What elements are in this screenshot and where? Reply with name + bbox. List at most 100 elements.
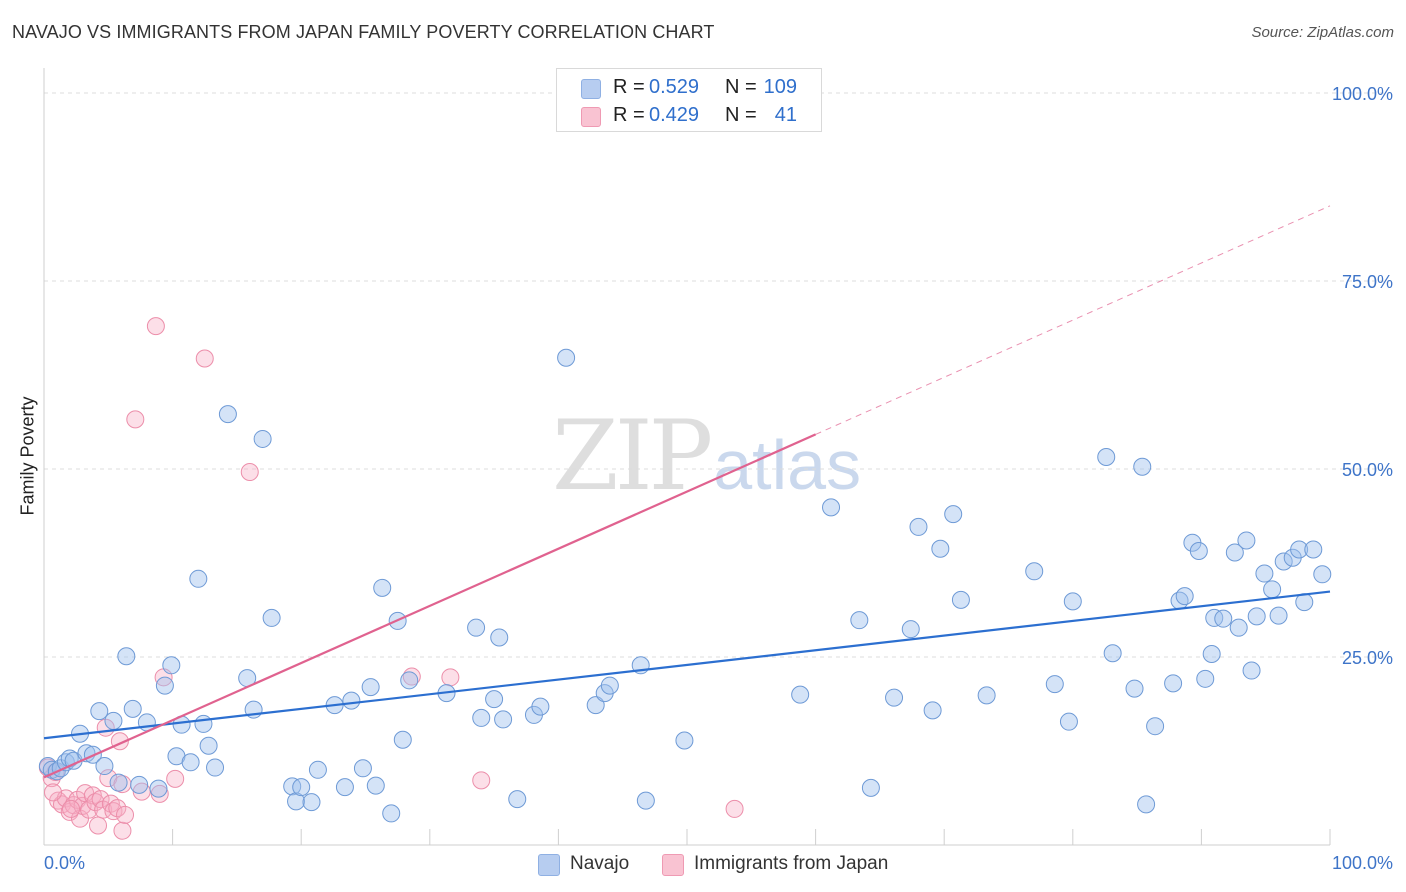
navajo-point	[1202, 645, 1221, 664]
navajo-point	[977, 686, 996, 705]
axis-layer	[43, 68, 1331, 846]
navajo-point	[155, 676, 174, 695]
legend-label: Navajo	[570, 853, 630, 874]
navajo-point	[1242, 661, 1261, 680]
japan-point	[725, 799, 744, 818]
japan-points	[38, 317, 744, 840]
n-label: N =	[725, 104, 757, 126]
navajo-point	[283, 777, 302, 796]
navajo-point	[400, 671, 419, 690]
navajo-point	[130, 775, 149, 794]
navajo-point	[149, 779, 168, 798]
navajo-point	[1304, 540, 1323, 559]
navajo-point	[1125, 679, 1144, 698]
navajo-point	[1059, 712, 1078, 731]
navajo-point	[1255, 564, 1274, 583]
navajo-point	[901, 620, 920, 639]
navajo-point	[253, 429, 272, 448]
japan-point	[146, 317, 165, 336]
navajo-point	[586, 696, 605, 715]
navajo-point	[393, 730, 412, 749]
japan-swatch	[581, 107, 601, 127]
watermark: ZIPatlas	[552, 400, 861, 512]
japan-point	[89, 816, 108, 835]
japan-point	[240, 463, 259, 482]
tick-labels: 25.0% 50.0% 75.0% 100.0% 0.0% 100.0%	[44, 84, 1393, 873]
navajo-point	[1229, 618, 1248, 637]
japan-point	[472, 771, 491, 790]
grid-layer	[44, 92, 1390, 658]
navajo-point	[194, 714, 213, 733]
navajo-point	[1225, 543, 1244, 562]
r-label: R =	[613, 104, 645, 126]
n-value: 109	[763, 76, 797, 98]
navajo-point	[1313, 565, 1332, 584]
n-label: N =	[725, 76, 757, 98]
japan-point	[166, 769, 185, 788]
navajo-point	[123, 699, 142, 718]
navajo-point	[162, 656, 181, 675]
navajo-point	[1103, 644, 1122, 663]
japan-trend-line	[43, 433, 817, 779]
japan-point	[62, 799, 81, 818]
japan-point	[86, 793, 105, 812]
navajo-point	[1189, 541, 1208, 560]
y-tick-label: 100.0%	[1332, 84, 1393, 104]
japan-swatch	[662, 854, 684, 876]
correlation-legend: R = 0.529 N = 109 R = 0.429 N = 41	[556, 68, 822, 132]
navajo-point	[95, 757, 114, 776]
navajo-point	[1237, 531, 1256, 550]
navajo-point	[467, 618, 486, 637]
navajo-point	[636, 791, 655, 810]
navajo-point	[104, 711, 123, 730]
r-label: R =	[613, 76, 645, 98]
navajo-point	[1164, 674, 1183, 693]
navajo-swatch	[581, 79, 601, 99]
navajo-point	[931, 539, 950, 558]
r-value: 0.429	[649, 104, 700, 126]
navajo-point	[885, 688, 904, 707]
navajo-point	[1274, 552, 1293, 571]
navajo-point	[923, 701, 942, 720]
japan-point	[91, 790, 110, 809]
japan-trend-extension	[815, 205, 1331, 435]
navajo-point	[308, 760, 327, 779]
navajo-point	[1214, 609, 1233, 628]
navajo-point	[531, 697, 550, 716]
navajo-point	[1269, 606, 1288, 625]
navajo-point	[1097, 447, 1116, 466]
japan-point	[441, 668, 460, 687]
navajo-point	[373, 578, 392, 597]
navajo-point	[485, 690, 504, 709]
navajo-point	[1196, 669, 1215, 688]
japan-point	[44, 783, 63, 802]
navajo-point	[944, 505, 963, 524]
navajo-point	[1133, 457, 1152, 476]
japan-point	[101, 794, 120, 813]
navajo-point	[508, 790, 527, 809]
navajo-point	[1263, 580, 1282, 599]
navajo-point	[1025, 562, 1044, 581]
x-tick-label: 0.0%	[44, 853, 85, 873]
legend-row-japan: R = 0.429 N = 41	[557, 103, 821, 129]
legend-label: Immigrants from Japan	[694, 853, 889, 874]
navajo-point	[292, 778, 311, 797]
n-value: 41	[774, 104, 797, 126]
japan-point	[126, 410, 145, 429]
navajo-point	[206, 758, 225, 777]
navajo-points	[38, 348, 1332, 823]
navajo-point	[353, 759, 372, 778]
navajo-point	[1175, 587, 1194, 606]
navajo-point	[218, 405, 237, 424]
navajo-point	[90, 702, 109, 721]
navajo-point	[366, 776, 385, 795]
japan-point	[108, 799, 127, 818]
navajo-point	[791, 685, 810, 704]
navajo-point	[342, 691, 361, 710]
navajo-point	[600, 676, 619, 695]
y-tick-label: 75.0%	[1342, 272, 1393, 292]
navajo-point	[199, 736, 218, 755]
navajo-point	[287, 792, 306, 811]
